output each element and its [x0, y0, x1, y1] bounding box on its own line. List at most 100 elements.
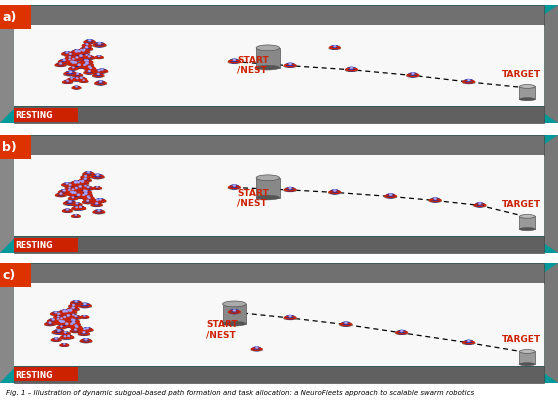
- Ellipse shape: [65, 309, 73, 313]
- Ellipse shape: [84, 172, 93, 176]
- Ellipse shape: [66, 188, 73, 191]
- Ellipse shape: [345, 70, 358, 72]
- Ellipse shape: [256, 196, 280, 200]
- Ellipse shape: [81, 315, 88, 319]
- Bar: [14, 6, 544, 26]
- Ellipse shape: [80, 65, 93, 68]
- Circle shape: [86, 327, 89, 330]
- Ellipse shape: [395, 332, 408, 335]
- Ellipse shape: [251, 349, 263, 351]
- Ellipse shape: [79, 182, 88, 184]
- Bar: [14, 156, 544, 237]
- Ellipse shape: [71, 59, 83, 62]
- Ellipse shape: [80, 341, 92, 343]
- Ellipse shape: [384, 196, 397, 199]
- Circle shape: [72, 321, 75, 324]
- Ellipse shape: [83, 60, 92, 65]
- Ellipse shape: [65, 61, 75, 63]
- Ellipse shape: [79, 190, 90, 195]
- Ellipse shape: [519, 85, 535, 89]
- Ellipse shape: [76, 79, 87, 82]
- Ellipse shape: [80, 80, 87, 83]
- Ellipse shape: [519, 363, 535, 366]
- Ellipse shape: [65, 310, 76, 315]
- Circle shape: [75, 215, 77, 216]
- Ellipse shape: [61, 312, 73, 315]
- Circle shape: [64, 331, 66, 333]
- Ellipse shape: [80, 178, 90, 183]
- Circle shape: [333, 46, 336, 48]
- Ellipse shape: [285, 315, 295, 320]
- Ellipse shape: [54, 318, 62, 322]
- Ellipse shape: [61, 310, 69, 313]
- Ellipse shape: [76, 52, 90, 55]
- Circle shape: [83, 331, 85, 334]
- Ellipse shape: [93, 72, 105, 75]
- Ellipse shape: [53, 329, 64, 335]
- Circle shape: [75, 203, 78, 205]
- Circle shape: [80, 78, 83, 80]
- Ellipse shape: [60, 325, 74, 328]
- Bar: [223, 304, 246, 324]
- Ellipse shape: [82, 46, 92, 48]
- Bar: [519, 217, 535, 230]
- Circle shape: [74, 62, 77, 64]
- Circle shape: [333, 190, 336, 192]
- Ellipse shape: [77, 181, 88, 186]
- Circle shape: [64, 335, 66, 337]
- Ellipse shape: [83, 58, 95, 61]
- Ellipse shape: [95, 199, 105, 203]
- Ellipse shape: [94, 187, 101, 190]
- Ellipse shape: [83, 174, 95, 177]
- Ellipse shape: [64, 335, 73, 339]
- Ellipse shape: [330, 46, 339, 51]
- Ellipse shape: [77, 78, 85, 81]
- Circle shape: [288, 315, 292, 318]
- Ellipse shape: [74, 182, 83, 186]
- Ellipse shape: [75, 55, 86, 60]
- Circle shape: [77, 194, 80, 196]
- Ellipse shape: [47, 320, 60, 323]
- Circle shape: [88, 66, 91, 68]
- Ellipse shape: [45, 322, 55, 326]
- Ellipse shape: [73, 53, 85, 55]
- Ellipse shape: [68, 316, 78, 318]
- Circle shape: [68, 190, 70, 191]
- Circle shape: [288, 64, 292, 66]
- Circle shape: [350, 68, 353, 70]
- Ellipse shape: [94, 201, 107, 203]
- Ellipse shape: [76, 51, 86, 53]
- Ellipse shape: [85, 40, 94, 45]
- Ellipse shape: [65, 58, 75, 61]
- Ellipse shape: [68, 192, 78, 196]
- Circle shape: [69, 309, 72, 312]
- Circle shape: [83, 303, 86, 305]
- Ellipse shape: [83, 328, 92, 332]
- Text: RESTING: RESTING: [15, 370, 52, 379]
- Circle shape: [83, 315, 85, 317]
- Ellipse shape: [64, 191, 74, 194]
- Circle shape: [52, 318, 55, 321]
- Circle shape: [57, 316, 60, 318]
- Ellipse shape: [62, 211, 73, 213]
- Ellipse shape: [85, 66, 94, 71]
- Ellipse shape: [83, 55, 90, 59]
- Ellipse shape: [79, 62, 92, 65]
- Circle shape: [60, 326, 62, 327]
- Circle shape: [79, 181, 81, 183]
- Ellipse shape: [63, 74, 78, 77]
- Ellipse shape: [75, 208, 86, 211]
- Ellipse shape: [84, 196, 93, 200]
- Ellipse shape: [70, 330, 81, 333]
- Ellipse shape: [65, 189, 74, 191]
- Circle shape: [77, 182, 80, 184]
- Circle shape: [60, 320, 63, 323]
- Ellipse shape: [93, 200, 102, 204]
- Ellipse shape: [82, 198, 94, 201]
- Circle shape: [76, 74, 79, 76]
- Ellipse shape: [57, 321, 66, 325]
- Ellipse shape: [229, 185, 239, 190]
- Ellipse shape: [94, 210, 104, 214]
- Ellipse shape: [80, 193, 92, 198]
- Bar: [14, 107, 544, 124]
